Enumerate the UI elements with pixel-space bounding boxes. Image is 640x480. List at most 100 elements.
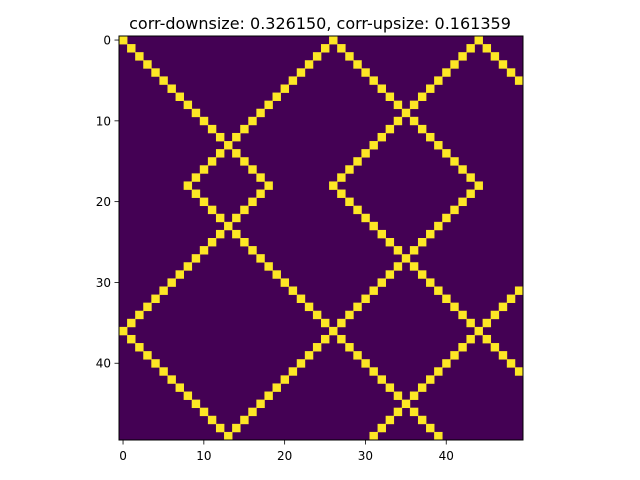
heatmap-cell — [329, 327, 337, 335]
heatmap-cell — [208, 125, 216, 133]
heatmap-cell — [507, 68, 515, 76]
heatmap-cell — [273, 383, 281, 391]
heatmap-cell — [458, 52, 466, 60]
heatmap-cell — [475, 36, 483, 44]
heatmap-cell — [394, 246, 402, 254]
heatmap-cell — [184, 262, 192, 270]
heatmap-cell — [442, 149, 450, 157]
heatmap-cell — [289, 76, 297, 84]
heatmap-cell — [281, 84, 289, 92]
heatmap-cell — [159, 76, 167, 84]
heatmap-cell — [289, 367, 297, 375]
heatmap-cell — [232, 133, 240, 141]
heatmap-cell — [458, 198, 466, 206]
heatmap-cell — [232, 424, 240, 432]
heatmap-cell — [386, 416, 394, 424]
heatmap-cell — [418, 270, 426, 278]
x-tick-label: 10 — [196, 449, 211, 463]
heatmap-cell — [232, 149, 240, 157]
heatmap-cell — [426, 84, 434, 92]
heatmap-cell — [515, 367, 523, 375]
heatmap-cell — [176, 383, 184, 391]
heatmap-cell — [167, 84, 175, 92]
heatmap-cell — [345, 52, 353, 60]
heatmap-cell — [240, 206, 248, 214]
heatmap-cell — [499, 351, 507, 359]
heatmap-cell — [329, 36, 337, 44]
heatmap-cell — [450, 303, 458, 311]
heatmap-cell — [200, 198, 208, 206]
heatmap-cell — [450, 206, 458, 214]
heatmap-cell — [273, 270, 281, 278]
heatmap-cell — [200, 246, 208, 254]
heatmap-cell — [200, 117, 208, 125]
heatmap-cell — [256, 400, 264, 408]
heatmap-cell — [475, 327, 483, 335]
heatmap-cell — [143, 60, 151, 68]
heatmap-cell — [313, 311, 321, 319]
heatmap-cell — [361, 214, 369, 222]
heatmap-cell — [369, 76, 377, 84]
heatmap-cell — [442, 295, 450, 303]
heatmap-cell — [337, 173, 345, 181]
heatmap-cell — [410, 262, 418, 270]
heatmap-cell — [321, 319, 329, 327]
heatmap-cell — [192, 173, 200, 181]
heatmap-cell — [256, 173, 264, 181]
heatmap-cell — [499, 60, 507, 68]
heatmap-cell — [305, 303, 313, 311]
heatmap-cell — [378, 375, 386, 383]
heatmap-cell — [305, 351, 313, 359]
heatmap-cell — [483, 319, 491, 327]
heatmap-cell — [507, 295, 515, 303]
heatmap-cell — [135, 343, 143, 351]
chart-title: corr-downsize: 0.326150, corr-upsize: 0.… — [129, 14, 511, 33]
heatmap-cell — [466, 335, 474, 343]
heatmap-cell — [224, 222, 232, 230]
heatmap-cell — [200, 165, 208, 173]
heatmap-cell — [192, 109, 200, 117]
heatmap-cell — [248, 198, 256, 206]
heatmap-cell — [337, 44, 345, 52]
x-tick-label: 40 — [439, 449, 454, 463]
heatmap-cell — [402, 109, 410, 117]
heatmap-cell — [192, 254, 200, 262]
heatmap-cell — [483, 44, 491, 52]
heatmap-cell — [369, 367, 377, 375]
heatmap-cell — [378, 133, 386, 141]
heatmap-cell — [434, 286, 442, 294]
heatmap-cell — [369, 222, 377, 230]
heatmap-cell — [434, 432, 442, 440]
heatmap-cell — [240, 238, 248, 246]
heatmap-cell — [353, 351, 361, 359]
heatmap-cell — [167, 278, 175, 286]
heatmap-cell — [240, 125, 248, 133]
heatmap-cell — [143, 351, 151, 359]
heatmap-cell — [402, 254, 410, 262]
heatmap-cell — [345, 165, 353, 173]
heatmap-cell — [426, 230, 434, 238]
heatmap-cell — [216, 133, 224, 141]
heatmap-cell — [361, 68, 369, 76]
heatmap-cell — [426, 375, 434, 383]
heatmap-cell — [353, 206, 361, 214]
heatmap-cell — [232, 214, 240, 222]
heatmap-cell — [248, 165, 256, 173]
heatmap-cell — [515, 76, 523, 84]
heatmap-cell — [434, 141, 442, 149]
heatmap-cell — [402, 400, 410, 408]
heatmap-cell — [369, 432, 377, 440]
heatmap-cell — [200, 408, 208, 416]
heatmap-cell — [135, 311, 143, 319]
heatmap-cell — [394, 117, 402, 125]
heatmap-cell — [410, 246, 418, 254]
y-tick-label: 30 — [96, 276, 111, 290]
heatmap-cell — [337, 335, 345, 343]
x-tick-label: 20 — [277, 449, 292, 463]
heatmap-cell — [386, 270, 394, 278]
heatmap-cell — [491, 311, 499, 319]
heatmap-cell — [361, 295, 369, 303]
heatmap-cell — [176, 93, 184, 101]
heatmap-cell — [151, 359, 159, 367]
heatmap-cell — [151, 68, 159, 76]
